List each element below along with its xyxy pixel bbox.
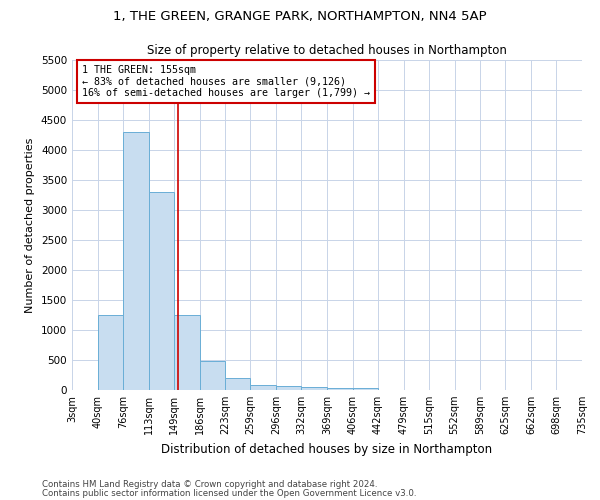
Text: Contains public sector information licensed under the Open Government Licence v3: Contains public sector information licen… xyxy=(42,488,416,498)
Title: Size of property relative to detached houses in Northampton: Size of property relative to detached ho… xyxy=(147,44,507,58)
Bar xyxy=(301,386,327,390)
Text: 1 THE GREEN: 155sqm
← 83% of detached houses are smaller (9,126)
16% of semi-det: 1 THE GREEN: 155sqm ← 83% of detached ho… xyxy=(82,65,370,98)
Y-axis label: Number of detached properties: Number of detached properties xyxy=(25,138,35,312)
Bar xyxy=(98,315,123,390)
Bar xyxy=(199,361,225,390)
Text: 1, THE GREEN, GRANGE PARK, NORTHAMPTON, NN4 5AP: 1, THE GREEN, GRANGE PARK, NORTHAMPTON, … xyxy=(113,10,487,23)
Bar xyxy=(353,388,378,390)
Bar xyxy=(250,384,276,390)
Bar xyxy=(149,192,174,390)
Bar xyxy=(123,132,149,390)
Bar xyxy=(327,388,353,390)
X-axis label: Distribution of detached houses by size in Northampton: Distribution of detached houses by size … xyxy=(161,442,493,456)
Bar xyxy=(276,386,301,390)
Bar xyxy=(225,378,250,390)
Text: Contains HM Land Registry data © Crown copyright and database right 2024.: Contains HM Land Registry data © Crown c… xyxy=(42,480,377,489)
Bar xyxy=(174,315,199,390)
